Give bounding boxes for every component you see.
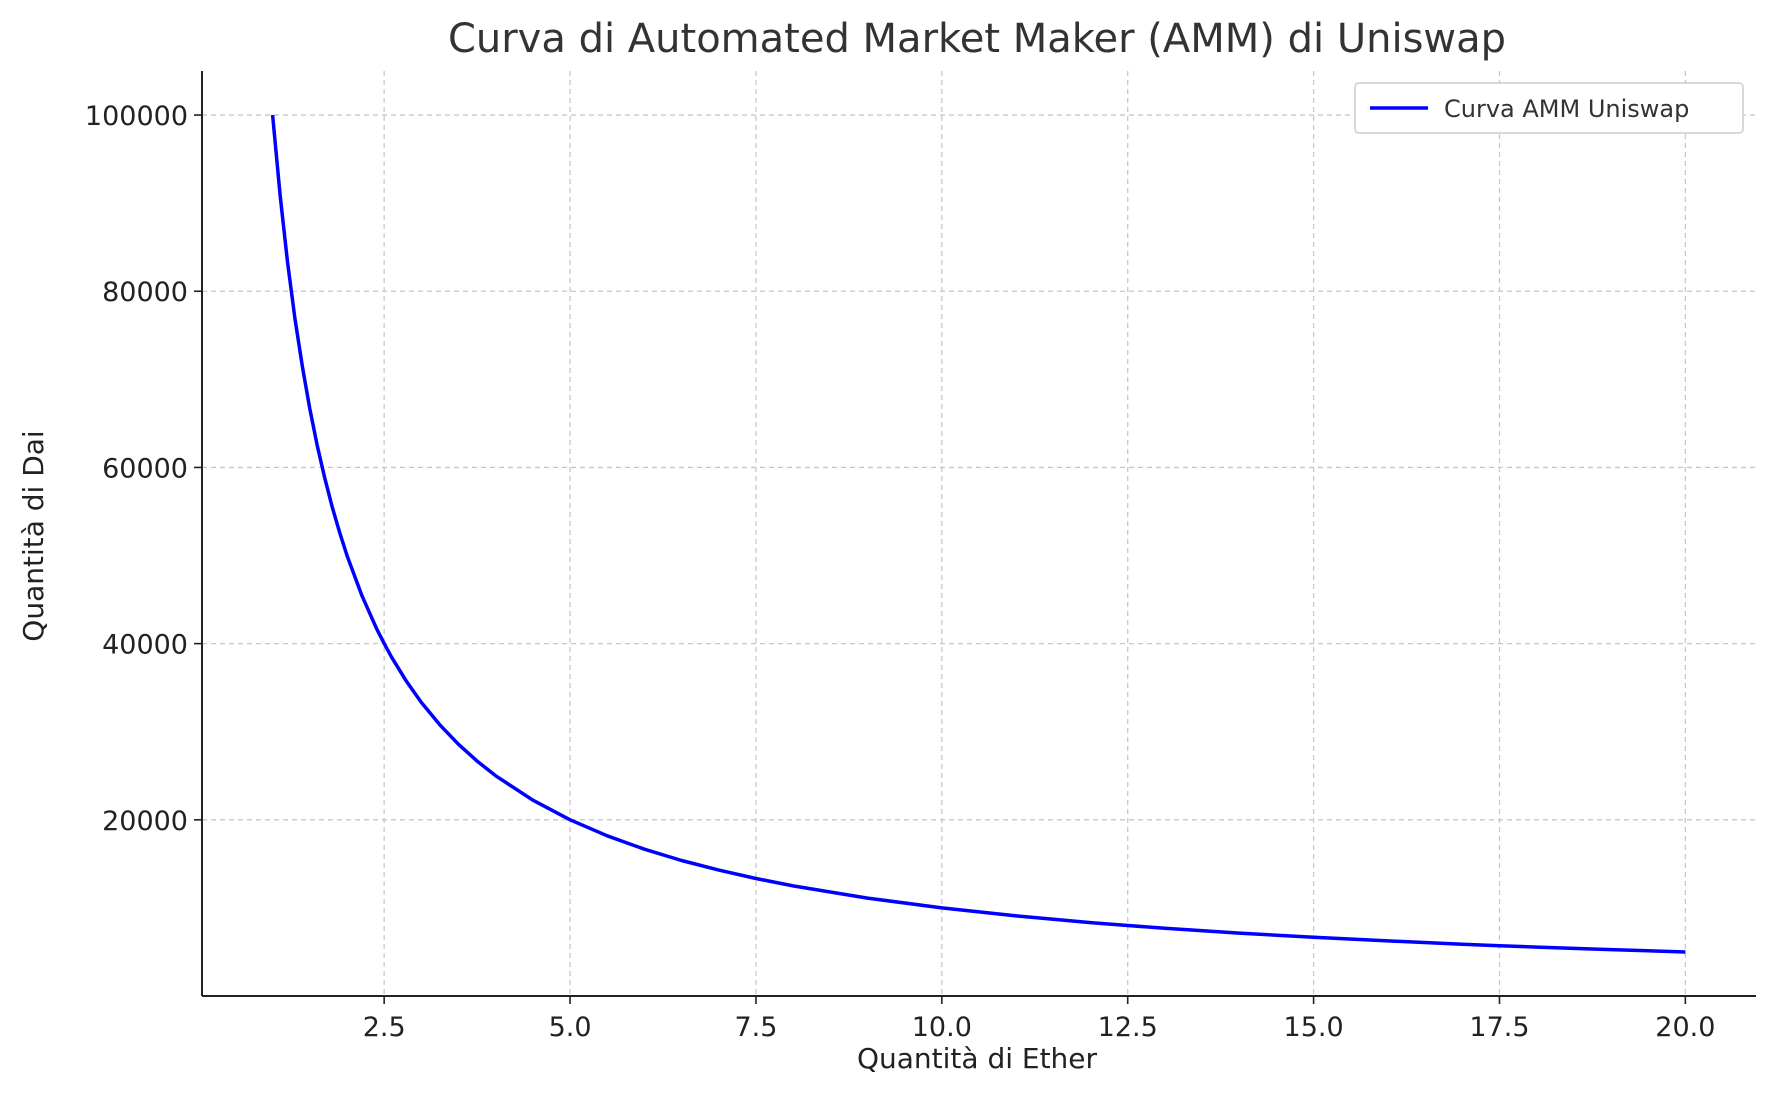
- tick-labels: 2.5 5.0 7.5 10.0 12.5 15.0 17.5 20.0 20000 40000 6…: [85, 101, 1716, 1043]
- x-tick-label: 2.5: [363, 1012, 406, 1043]
- x-tick-label: 10.0: [912, 1012, 972, 1043]
- x-tick-label: 20.0: [1655, 1012, 1715, 1043]
- y-tick-label: 60000: [102, 453, 188, 484]
- legend-box: [1354, 82, 1744, 134]
- x-tick-label: 5.0: [549, 1012, 592, 1043]
- y-tick-label: 100000: [85, 101, 188, 132]
- axes: [194, 71, 1756, 1004]
- y-tick-label: 80000: [102, 277, 188, 308]
- y-axis-label: Quantità di Dai: [17, 430, 50, 641]
- y-tick-label: 40000: [102, 630, 188, 661]
- y-tick-label: 20000: [102, 806, 188, 837]
- x-tick-label: 12.5: [1098, 1012, 1158, 1043]
- x-tick-label: 17.5: [1469, 1012, 1529, 1043]
- legend: Curva AMM Uniswap: [1354, 82, 1744, 134]
- x-tick-label: 7.5: [734, 1012, 777, 1043]
- chart-title: Curva di Automated Market Maker (AMM) di…: [448, 16, 1506, 62]
- legend-label-curva-amm-uniswap: Curva AMM Uniswap: [1444, 95, 1689, 123]
- grid-lines: [202, 71, 1756, 996]
- x-tick-label: 15.0: [1284, 1012, 1344, 1043]
- series-layer: [270, 114, 1686, 954]
- x-axis-label: Quantità di Ether: [857, 1042, 1098, 1075]
- series-line-curva-amm-uniswap: [270, 114, 1686, 954]
